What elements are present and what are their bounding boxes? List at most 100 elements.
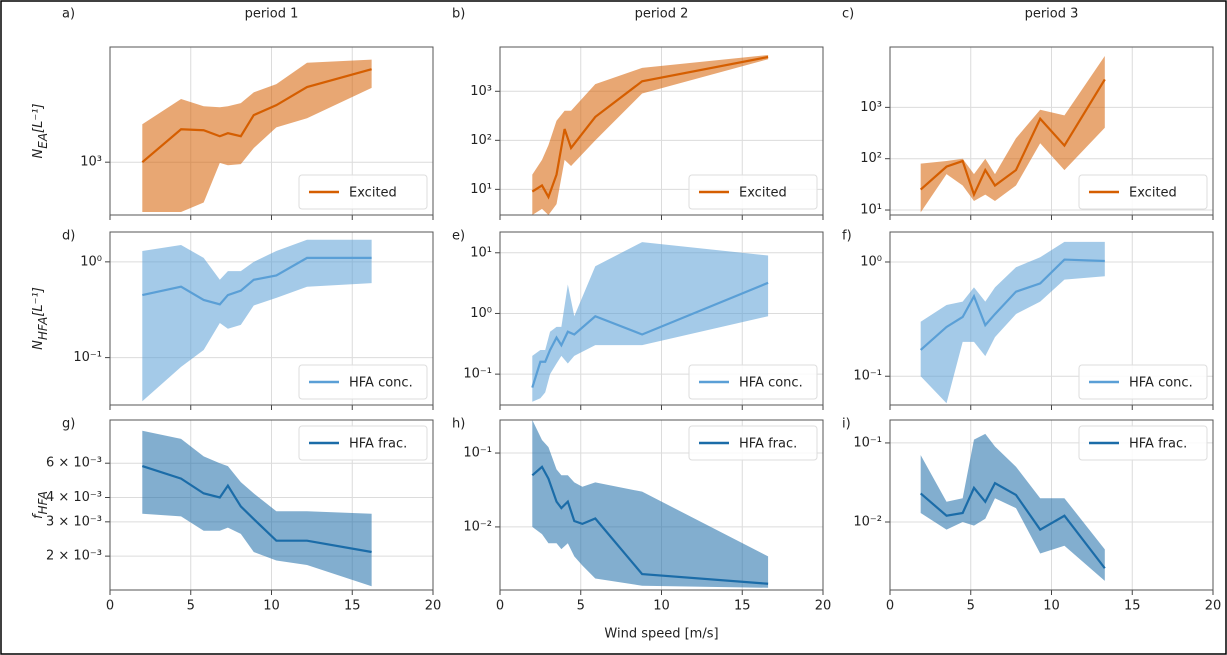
x-tick-label: 5 (967, 599, 975, 614)
line (142, 256, 372, 306)
axes-frame (109, 46, 434, 216)
axes-frame (499, 46, 824, 216)
line (141, 465, 372, 554)
y-label-subscript: HFA (36, 317, 50, 340)
legend-box (1078, 425, 1208, 461)
legend-label: HFA conc. (1129, 376, 1193, 391)
legend-box (298, 174, 428, 210)
y-tick-label: 4 × 10⁻³ (46, 490, 102, 505)
band (532, 54, 769, 216)
legend-box (1078, 174, 1208, 210)
y-label-unit: [L⁻¹] (31, 287, 46, 316)
panel-label: b) (452, 7, 465, 22)
y-axis-label: NEA[L⁻¹] (31, 104, 50, 159)
y-tick-label: 10⁻¹ (463, 446, 492, 461)
y-tick-label: 10² (860, 151, 882, 166)
legend-label: HFA frac. (349, 437, 407, 452)
y-tick-label: 10⁻¹ (73, 350, 102, 365)
panel-title: period 3 (1025, 7, 1079, 22)
band (142, 59, 372, 213)
y-tick-label: 6 × 10⁻³ (46, 456, 102, 471)
y-tick-label: 10² (470, 133, 492, 148)
legend-label: HFA conc. (739, 376, 803, 391)
panel-title: period 1 (245, 7, 299, 22)
y-label-symbol: N (31, 340, 46, 350)
line (531, 465, 769, 585)
band (920, 433, 1105, 581)
x-tick-label: 10 (263, 599, 280, 614)
x-tick-label: 10 (653, 599, 670, 614)
line (531, 281, 769, 388)
x-tick-label: 20 (425, 599, 442, 614)
y-tick-label: 10¹ (470, 245, 492, 260)
legend-box (688, 425, 818, 461)
legend-label: HFA frac. (1129, 437, 1187, 452)
y-tick-label: 10⁰ (860, 254, 882, 269)
x-tick-label: 20 (1205, 599, 1222, 614)
y-tick-label: 10⁻² (463, 519, 492, 534)
panel-label: f) (842, 229, 852, 244)
y-tick-label: 3 × 10⁻³ (46, 514, 102, 529)
x-tick-label: 15 (344, 599, 361, 614)
legend-box (298, 425, 428, 461)
axes-frame (109, 419, 434, 591)
y-label-subscript: HFA (36, 491, 50, 514)
x-tick-label: 0 (886, 599, 894, 614)
y-tick-label: 10³ (80, 155, 102, 170)
axes-frame (499, 231, 824, 406)
y-tick-label: 10¹ (470, 182, 492, 197)
legend-label: Excited (349, 186, 397, 201)
legend-box (688, 364, 818, 400)
line (919, 78, 1106, 198)
legend-box (298, 364, 428, 400)
axes-frame (889, 231, 1214, 406)
x-tick-label: 15 (734, 599, 751, 614)
panel-title: period 2 (635, 7, 689, 22)
y-label-subscript: EA (36, 133, 50, 149)
panel-label: i) (842, 417, 851, 432)
y-tick-label: 10⁻¹ (853, 435, 882, 450)
axes-frame (109, 231, 434, 406)
legend-label: HFA frac. (739, 437, 797, 452)
line (919, 481, 1106, 569)
legend-label: Excited (739, 186, 787, 201)
y-label-unit: [L⁻¹] (31, 104, 46, 133)
panel-label: a) (62, 7, 75, 22)
y-tick-label: 10³ (470, 84, 492, 99)
panel-label: h) (452, 417, 465, 432)
panel-label: d) (62, 229, 75, 244)
y-axis-label: NHFA[L⁻¹] (31, 287, 50, 350)
legend-box (1078, 364, 1208, 400)
band (920, 241, 1105, 404)
legend-box (688, 174, 818, 210)
x-tick-label: 15 (1124, 599, 1141, 614)
panel-label: e) (452, 229, 465, 244)
y-tick-label: 10⁻¹ (853, 369, 882, 384)
x-tick-label: 10 (1043, 599, 1060, 614)
panel-label: g) (62, 417, 75, 432)
x-tick-label: 0 (496, 599, 504, 614)
x-axis-label: Wind speed [m/s] (604, 627, 718, 642)
band (142, 239, 372, 402)
x-tick-label: 5 (577, 599, 585, 614)
band (532, 420, 769, 588)
x-tick-label: 0 (106, 599, 114, 614)
y-axis-label: fHFA (31, 491, 50, 519)
y-tick-label: 10⁻¹ (463, 367, 492, 382)
band (142, 430, 372, 587)
line (141, 68, 372, 164)
axes-frame (889, 46, 1214, 216)
x-tick-label: 20 (815, 599, 832, 614)
y-tick-label: 10⁻² (853, 514, 882, 529)
legend-label: Excited (1129, 186, 1177, 201)
panel-label: c) (842, 7, 854, 22)
x-tick-label: 5 (187, 599, 195, 614)
legend-label: HFA conc. (349, 376, 413, 391)
y-tick-label: 10⁰ (470, 306, 492, 321)
y-label-symbol: N (31, 149, 46, 159)
axes-frame (889, 419, 1214, 591)
y-tick-label: 10⁰ (80, 254, 102, 269)
y-tick-label: 10³ (860, 100, 882, 115)
y-label-symbol: f (31, 512, 46, 519)
